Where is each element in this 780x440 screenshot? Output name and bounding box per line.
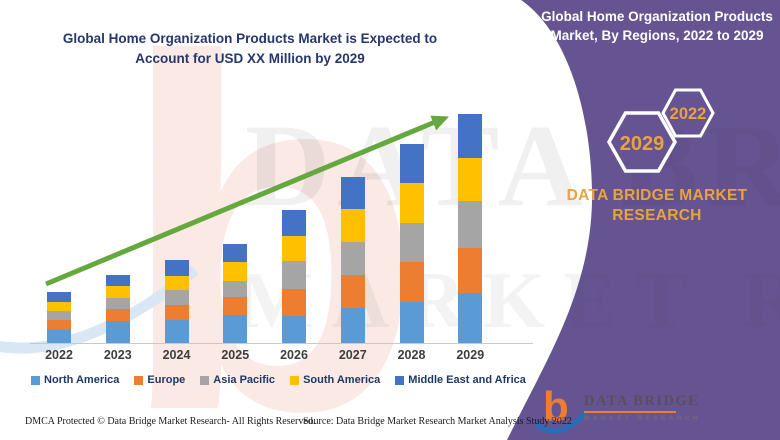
bar-segment-2027 bbox=[340, 177, 365, 209]
dbmr-logo-text: DATA BRIDGE MARKET RESEARCH bbox=[584, 393, 702, 422]
bar-segment-2025 bbox=[223, 297, 248, 315]
bar-segment-2025 bbox=[223, 262, 248, 281]
legend-label: Middle East and Africa bbox=[408, 374, 526, 386]
legend-item: North America bbox=[31, 374, 119, 386]
bar-segment-2024 bbox=[164, 320, 189, 343]
bar-segment-2027 bbox=[340, 275, 365, 308]
sidebar-brand-line1: DATA BRIDGE MARKET bbox=[566, 187, 748, 204]
footer-dmca-text: DMCA Protected © Data Bridge Market Rese… bbox=[25, 416, 316, 427]
bar-segment-2026 bbox=[282, 289, 306, 316]
bar-segment-2024 bbox=[164, 290, 189, 305]
dbmr-logo-subtitle: MARKET RESEARCH bbox=[584, 415, 702, 422]
sidebar-title: Global Home Organization Products Market… bbox=[540, 7, 774, 45]
bar-segment-2024 bbox=[164, 260, 189, 276]
legend-item: Asia Pacific bbox=[200, 374, 275, 386]
x-axis-label: 2025 bbox=[221, 348, 250, 362]
bar-segment-2026 bbox=[282, 261, 306, 289]
bar-segment-2022 bbox=[47, 320, 71, 330]
bar-segment-2022 bbox=[47, 292, 71, 302]
bar-segment-2028 bbox=[399, 302, 424, 343]
x-axis-label: 2028 bbox=[397, 348, 426, 362]
chart-title-line1: Global Home Organization Products Market… bbox=[62, 31, 438, 46]
bar-segment-2028 bbox=[399, 183, 424, 223]
sidebar-title-line1: Global Home Organization Products bbox=[541, 9, 773, 24]
x-axis-label: 2023 bbox=[103, 348, 132, 362]
bar-segment-2027 bbox=[340, 209, 365, 242]
x-axis-label: 2022 bbox=[45, 348, 73, 362]
bar-segment-2028 bbox=[399, 223, 424, 262]
bar-segment-2029 bbox=[458, 293, 483, 343]
legend-label: Asia Pacific bbox=[213, 374, 276, 386]
chart-title: Global Home Organization Products Market… bbox=[30, 29, 470, 69]
bar-segment-2029 bbox=[458, 158, 483, 201]
sidebar-brand-name: DATA BRIDGE MARKET RESEARCH bbox=[540, 186, 774, 226]
watermark-text-line2: MARKET RE bbox=[238, 256, 780, 347]
bar-segment-2023 bbox=[105, 275, 130, 286]
legend-swatch bbox=[134, 375, 144, 385]
x-axis-label: 2029 bbox=[456, 348, 485, 362]
legend-label: South America bbox=[303, 374, 381, 386]
x-axis-label: 2026 bbox=[280, 348, 308, 362]
bar-segment-2022 bbox=[47, 311, 71, 320]
footer-source-text: Source: Data Bridge Market Research Mark… bbox=[303, 416, 572, 427]
bar-segment-2028 bbox=[399, 262, 424, 302]
bar-segment-2026 bbox=[282, 236, 306, 261]
x-axis-label: 2024 bbox=[162, 348, 191, 362]
bar-segment-2029 bbox=[458, 114, 483, 158]
legend-item: Europe bbox=[134, 374, 185, 386]
bar-segment-2025 bbox=[223, 315, 248, 343]
bar-segment-2025 bbox=[223, 244, 248, 262]
bar-segment-2022 bbox=[47, 302, 71, 311]
bar-segment-2023 bbox=[105, 286, 130, 298]
legend-item: Middle East and Africa bbox=[395, 374, 526, 386]
legend-swatch bbox=[31, 375, 40, 385]
bar-segment-2027 bbox=[340, 308, 365, 343]
sidebar-title-line2: Market, By Regions, 2022 to 2029 bbox=[550, 28, 764, 43]
logo-underline bbox=[584, 411, 676, 413]
legend-swatch bbox=[290, 375, 300, 385]
legend-item: South America bbox=[290, 374, 380, 386]
bar-segment-2022 bbox=[47, 330, 71, 343]
bar-segment-2029 bbox=[458, 248, 483, 293]
bar-segment-2024 bbox=[164, 276, 189, 290]
x-axis-label: 2027 bbox=[338, 348, 367, 362]
legend-swatch bbox=[200, 375, 210, 385]
bar-segment-2027 bbox=[340, 242, 365, 275]
chart-legend: North America Europe Asia Pacific South Ame… bbox=[31, 374, 526, 386]
bar-segment-2023 bbox=[105, 298, 130, 309]
bar-segment-2024 bbox=[164, 305, 189, 320]
chart-title-line2: Account for USD XX Million by 2029 bbox=[135, 51, 365, 66]
bar-segment-2023 bbox=[105, 309, 130, 321]
x-axis-line bbox=[30, 343, 533, 344]
bar-segment-2023 bbox=[105, 321, 130, 343]
bar-segment-2026 bbox=[282, 210, 306, 236]
legend-label: North America bbox=[44, 374, 120, 386]
bar-segment-2025 bbox=[223, 281, 248, 297]
legend-label: Europe bbox=[147, 374, 186, 386]
bar-segment-2028 bbox=[399, 144, 424, 183]
dbmr-logo-name: DATA BRIDGE bbox=[584, 393, 700, 409]
sidebar-brand-line2: RESEARCH bbox=[612, 207, 702, 224]
bar-segment-2026 bbox=[282, 316, 306, 343]
legend-swatch bbox=[395, 375, 405, 385]
bar-segment-2029 bbox=[458, 201, 483, 248]
